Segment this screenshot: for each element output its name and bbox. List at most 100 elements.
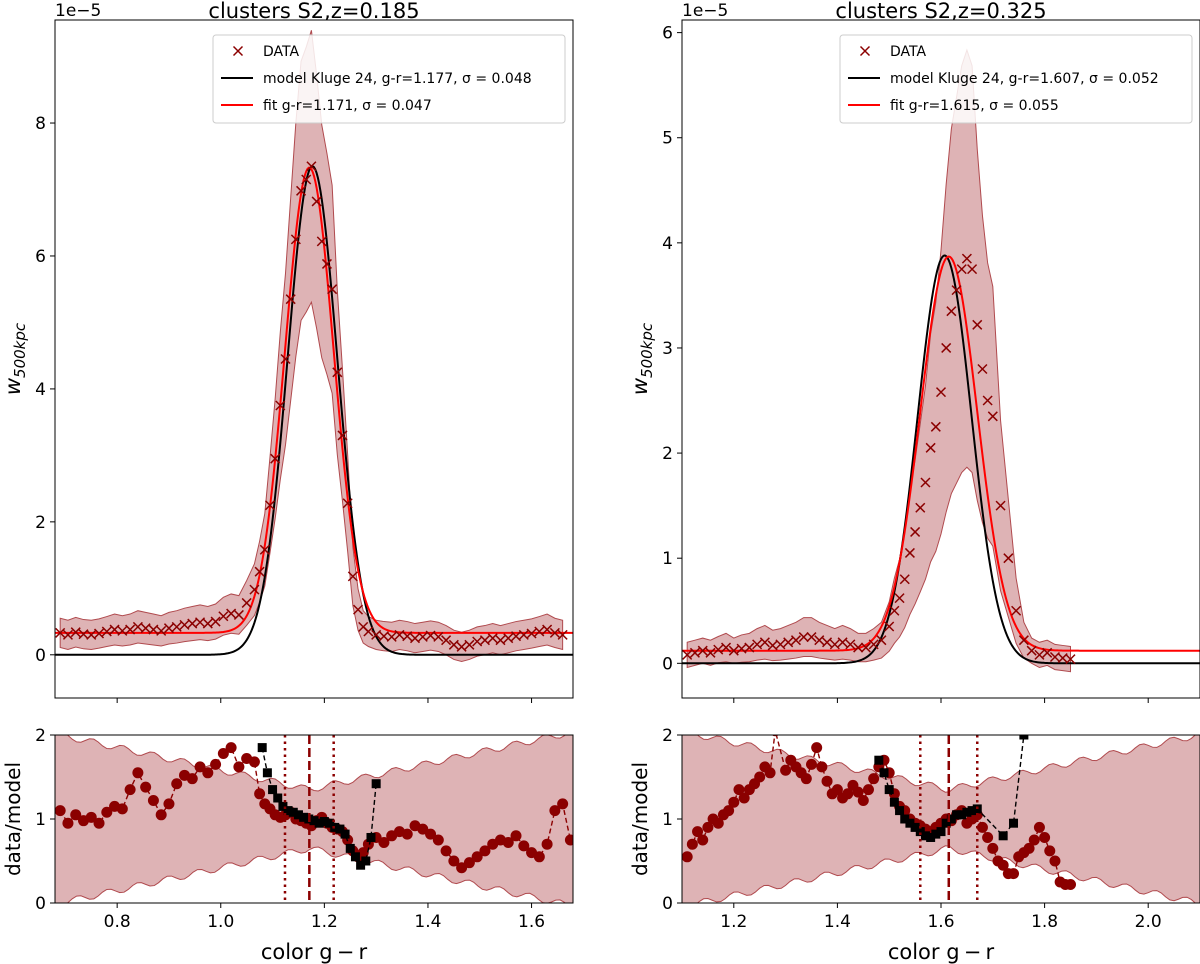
ratio-fit-point [502, 837, 514, 849]
data-point [689, 647, 700, 658]
data-point [296, 185, 307, 196]
ratio-fit-point [463, 857, 475, 869]
ratio-fit-point [217, 747, 229, 759]
y-tick-label: 3 [662, 339, 673, 359]
ratio-fit-point [210, 758, 222, 770]
ratio-fit-point [1008, 868, 1020, 880]
ratio-fit-point [70, 809, 82, 821]
data-point [935, 387, 947, 398]
ratio-fit-point [62, 817, 74, 829]
data-point [464, 639, 475, 650]
ratio-fit-point [163, 798, 175, 810]
data-point [425, 630, 436, 641]
ratio-fit-point [186, 773, 198, 785]
ratio-model-point [340, 829, 350, 839]
data-point [363, 626, 374, 637]
ratio-fit-point [816, 761, 828, 773]
data-point [876, 635, 887, 646]
ratio-fit-point [682, 851, 693, 863]
data-point [982, 395, 993, 406]
data-point [125, 624, 136, 635]
data-point [371, 629, 382, 640]
data-point [759, 637, 770, 648]
data-point [402, 631, 413, 642]
ratio-fit-point [764, 767, 776, 779]
data-point [967, 264, 978, 275]
ratio-fit-point [171, 778, 183, 790]
right-main-plot-area [682, 48, 1200, 673]
data-point [233, 609, 244, 620]
offset-label: 1e−5 [55, 1, 101, 21]
y-tick-label: 0 [662, 894, 673, 914]
legend-box [839, 34, 1193, 124]
y-tick-label: 4 [662, 234, 673, 254]
ratio-fit-point [147, 795, 159, 807]
data-point [951, 285, 962, 296]
ratio-model-point [283, 806, 293, 816]
ratio-fit-point [225, 742, 237, 754]
x-tick-label: 1.6 [927, 912, 954, 932]
ratio-model-point [915, 827, 925, 837]
data-point [78, 629, 89, 640]
ratio-fit-point [852, 786, 864, 798]
ratio-fit-point [1049, 855, 1061, 867]
panel-title: clusters S2,z=0.185 [208, 0, 419, 23]
data-point [62, 629, 73, 640]
ratio-fit-point [401, 828, 413, 840]
x-tick-label: 1.8 [1031, 912, 1058, 932]
ratio-fit-point [697, 834, 709, 846]
data-point [187, 618, 198, 629]
ratio-y-label: data/model [1, 762, 25, 876]
data-point [1011, 605, 1022, 616]
data-point [218, 611, 229, 622]
data-point [977, 363, 988, 375]
legend-label: DATA [890, 44, 926, 60]
data-point [915, 502, 926, 513]
ratio-fit-point [806, 758, 817, 770]
data-point [70, 627, 81, 638]
data-point [853, 642, 864, 653]
legend-label: model Kluge 24, g-r=1.607, σ = 0.052 [890, 71, 1159, 87]
data-point [910, 526, 921, 537]
data-point [705, 647, 716, 658]
ratio-model-point [889, 797, 899, 807]
data-point [456, 641, 467, 652]
data-point [301, 174, 312, 185]
data-point [868, 639, 879, 650]
ratio-fit-point [712, 817, 724, 829]
data-point [249, 584, 260, 595]
x-tick-label: 0.8 [104, 912, 131, 932]
data-point [441, 635, 452, 646]
ratio-fit-point [862, 784, 874, 796]
legend-marker [859, 45, 871, 57]
y-tick-label: 2 [662, 444, 673, 464]
y-label-main: w [628, 377, 652, 395]
ratio-fit-point [233, 761, 245, 773]
right-ratio-plot-area [682, 735, 1200, 903]
data-point [829, 639, 840, 650]
ratio-fit-point [686, 838, 698, 850]
data-point [783, 637, 794, 648]
left-main-frame [54, 19, 574, 699]
y-label-sub: 500kpc [11, 322, 29, 378]
y-tick-label: 2 [662, 726, 673, 746]
ratio-fit-point [1028, 834, 1040, 846]
ratio-fit-point [1033, 821, 1045, 833]
data-point [195, 617, 206, 628]
data-point [311, 196, 322, 207]
y-tick-label: 6 [662, 24, 673, 44]
ratio-model-point [299, 812, 309, 822]
data-point [720, 642, 732, 653]
data-point [503, 633, 514, 644]
data-point [179, 619, 190, 630]
ratio-fit-point [456, 862, 468, 874]
y-tick-label: 2 [35, 513, 46, 533]
data-point [352, 604, 364, 615]
ratio-model-point [1019, 735, 1029, 740]
ratio-fit-point [754, 771, 766, 783]
ratio-fit-point [549, 805, 561, 817]
data-point [925, 442, 936, 453]
ratio-model-point [262, 768, 272, 778]
y-tick-label: 6 [35, 247, 46, 267]
fit-curve [682, 255, 1200, 652]
